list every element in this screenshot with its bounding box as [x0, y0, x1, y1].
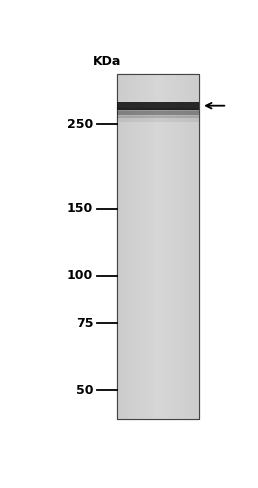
Bar [158, 74, 161, 419]
Bar [139, 74, 142, 419]
Bar [175, 74, 177, 419]
Bar [188, 74, 191, 419]
Bar [117, 116, 199, 122]
Bar [156, 74, 158, 419]
Text: 75: 75 [76, 317, 93, 330]
Text: 50: 50 [76, 384, 93, 397]
Bar [117, 74, 199, 419]
Bar [164, 74, 166, 419]
Bar [194, 74, 197, 419]
Bar [120, 74, 123, 419]
Bar [147, 74, 150, 419]
Bar [197, 74, 199, 419]
Bar [150, 74, 153, 419]
Text: 250: 250 [67, 118, 93, 131]
Bar [144, 74, 147, 419]
Bar [123, 74, 125, 419]
Bar [153, 74, 156, 419]
Bar [180, 74, 183, 419]
Bar [117, 111, 199, 118]
Bar [134, 74, 136, 419]
Bar [117, 102, 199, 110]
Text: 100: 100 [67, 269, 93, 283]
Bar [131, 74, 134, 419]
Bar [186, 74, 188, 419]
Bar [117, 108, 199, 115]
Bar [117, 74, 120, 419]
Bar [172, 74, 175, 419]
Bar [169, 74, 172, 419]
Bar [166, 74, 169, 419]
Bar [117, 74, 199, 419]
Bar [191, 74, 194, 419]
Bar [161, 74, 164, 419]
Bar [128, 74, 131, 419]
Bar [136, 74, 139, 419]
Bar [125, 74, 128, 419]
Bar [183, 74, 186, 419]
Bar [142, 74, 144, 419]
Bar [177, 74, 180, 419]
Text: 150: 150 [67, 203, 93, 215]
Text: KDa: KDa [93, 55, 122, 68]
